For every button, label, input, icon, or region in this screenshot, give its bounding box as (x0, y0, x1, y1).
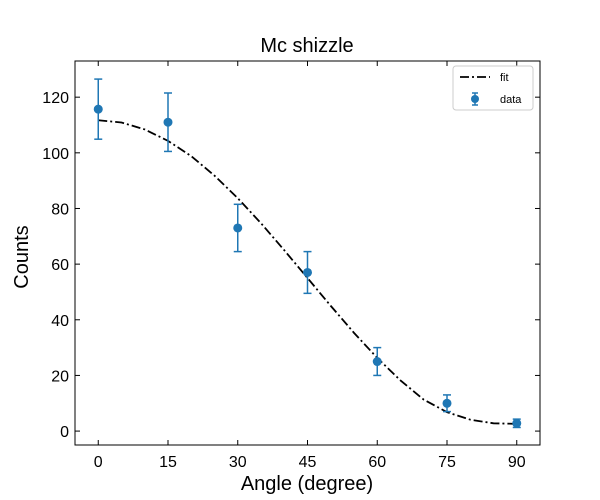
x-tick-label: 0 (94, 454, 103, 471)
data-point-group (163, 92, 173, 153)
x-tick-label: 60 (368, 454, 386, 471)
data-point (512, 418, 522, 428)
x-axis-ticks: 0 15 30 45 60 75 90 (94, 61, 526, 471)
legend: fit data (452, 65, 534, 111)
data-point (93, 104, 103, 114)
y-tick-label: 20 (51, 368, 69, 385)
y-tick-label: 120 (42, 90, 69, 107)
data-point-group (372, 346, 382, 377)
y-axis-label: Counts (11, 225, 33, 288)
data-point-group (512, 418, 522, 429)
data-point-group (442, 394, 452, 413)
legend-data-swatch (471, 95, 479, 103)
y-tick-label: 0 (60, 424, 69, 441)
data-point (442, 398, 452, 408)
x-axis-label: Angle (degree) (241, 473, 373, 495)
x-tick-label: 15 (159, 454, 177, 471)
x-tick-label: 75 (438, 454, 456, 471)
chart-title: Mc shizzle (260, 35, 353, 57)
data-point (372, 357, 382, 367)
legend-data-label: data (500, 94, 522, 106)
y-tick-label: 40 (51, 313, 69, 330)
legend-fit-label: fit (500, 72, 509, 84)
series-layer (93, 78, 522, 429)
data-point-group (233, 203, 243, 253)
data-point (303, 267, 312, 277)
data-point-group (303, 250, 312, 295)
x-tick-label: 45 (299, 454, 317, 471)
data-point (163, 117, 173, 127)
y-tick-label: 60 (51, 257, 69, 274)
data-point-group (93, 78, 103, 140)
y-tick-label: 100 (42, 146, 69, 163)
data-point (233, 223, 243, 233)
x-tick-label: 30 (229, 454, 247, 471)
y-tick-label: 80 (51, 201, 69, 218)
y-axis-ticks: 0 20 40 60 80 100 120 (42, 90, 540, 441)
x-tick-label: 90 (508, 454, 526, 471)
